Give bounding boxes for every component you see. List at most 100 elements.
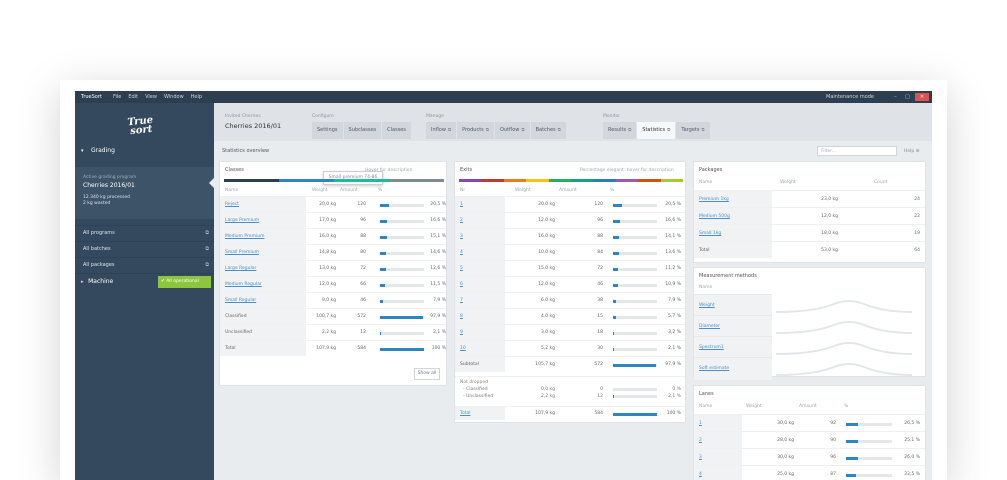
- tab-products[interactable]: Products ⧉: [457, 122, 494, 139]
- cell-name: - Unclassified: [463, 394, 494, 399]
- row-name[interactable]: 3: [460, 234, 463, 239]
- row-name[interactable]: Small 1kg: [699, 230, 722, 236]
- maximize-button[interactable]: □: [905, 94, 910, 100]
- table-row: 3 16,0 kg 88 14,1 %: [455, 228, 685, 244]
- cell-weight: 3,0 kg: [540, 330, 555, 335]
- row-name[interactable]: Total: [460, 411, 471, 416]
- row-name[interactable]: Large Premium: [225, 218, 260, 223]
- row-name[interactable]: 3: [699, 454, 702, 460]
- cell-weight: 12,0 kg: [821, 213, 838, 219]
- measurement-item[interactable]: Soft estimate: [694, 357, 772, 380]
- percentage-bar: [613, 268, 657, 271]
- menu-item[interactable]: Window: [163, 94, 184, 100]
- machine-section-toggle[interactable]: ▸ Machine ✔ All operational: [75, 273, 214, 290]
- maintenance-mode-link[interactable]: Maintenance mode: [826, 94, 874, 100]
- table-row: Large Regular 13,0 kg 72 12,6 %: [220, 260, 446, 276]
- measurement-name[interactable]: Diameter: [699, 324, 721, 329]
- cell-pct: 12,6 %: [430, 266, 446, 271]
- active-program-card[interactable]: Active grading program Cherries 2016/01 …: [75, 167, 214, 219]
- show-all-button[interactable]: Show all: [414, 368, 440, 380]
- measurement-name[interactable]: Soft estimate: [699, 366, 730, 371]
- row-name[interactable]: 7: [460, 298, 463, 303]
- cell-pct: 11,5 %: [430, 282, 446, 287]
- close-button[interactable]: ✕: [915, 93, 929, 101]
- tab-settings[interactable]: Settings: [312, 122, 343, 139]
- exits-note: Percentage elegant: hover for descriptio…: [580, 168, 674, 173]
- nav-group-label: Configure: [312, 114, 334, 119]
- row-name[interactable]: 9: [460, 330, 463, 335]
- open-external-icon: ⧉: [628, 128, 632, 133]
- not-dropped-label: Not dropped: [460, 380, 489, 385]
- cell-count: 19: [914, 230, 920, 236]
- table-row: 8 4,0 kg 15 5,7 %: [455, 308, 685, 324]
- row-name[interactable]: Reject: [225, 202, 239, 207]
- tab-targets[interactable]: Targets ⧉: [676, 122, 710, 139]
- sidebar-item[interactable]: All programs ⧉: [75, 225, 214, 241]
- row-name[interactable]: Large Regular: [225, 266, 257, 271]
- table-row: Small Premium 14,8 kg 80 14,6 %: [220, 244, 446, 260]
- row-name[interactable]: Small Regular: [225, 298, 257, 303]
- distribution-sparkline: [774, 336, 914, 358]
- row-name[interactable]: 10: [460, 346, 466, 351]
- tab-inflow[interactable]: Inflow ⧉: [426, 122, 457, 139]
- row-name[interactable]: 6: [460, 282, 463, 287]
- measurement-name[interactable]: Spectrum1: [699, 345, 724, 350]
- sidebar-item[interactable]: All packages ⧉: [75, 257, 214, 273]
- row-name[interactable]: Premium 1kg: [699, 196, 729, 202]
- tab-statistics[interactable]: Statistics ⧉: [637, 122, 676, 139]
- cell-pct: 100 %: [431, 346, 446, 351]
- column-header: Weight: [312, 188, 328, 193]
- distribution-curve: [775, 300, 913, 313]
- measurement-item[interactable]: Weight: [694, 294, 772, 317]
- row-name[interactable]: 8: [460, 314, 463, 319]
- program-title: Cherries 2016/01: [225, 122, 282, 130]
- measurement-name[interactable]: Weight: [699, 303, 715, 308]
- tab-batches[interactable]: Batches ⧉: [530, 122, 566, 139]
- row-name: Unclassified: [225, 330, 253, 335]
- cell-weight: 20,0 kg: [319, 202, 336, 207]
- row-name[interactable]: 5: [460, 266, 463, 271]
- cell-pct: 7,9 %: [668, 298, 681, 303]
- cell-pct: 0 %: [672, 387, 681, 392]
- row-name[interactable]: 4: [699, 471, 702, 477]
- cell-pct: 2,1 %: [433, 330, 446, 335]
- row-name[interactable]: 2: [699, 437, 702, 443]
- table-row: 2 12,0 kg 96 16,6 %: [455, 212, 685, 228]
- row-name[interactable]: 1: [699, 420, 702, 426]
- help-link[interactable]: Help ⊕: [904, 149, 920, 154]
- row-name[interactable]: Small Premium: [225, 250, 259, 255]
- classes-panel: Classes Hover for description Small prem…: [219, 161, 447, 386]
- overview-title: Statistics overview: [222, 148, 270, 154]
- measurement-item[interactable]: Diameter: [694, 315, 772, 338]
- tab-outflow[interactable]: Outflow ⧉: [494, 122, 530, 139]
- menu-item[interactable]: View: [145, 94, 157, 100]
- cell-pct: 16,6 %: [430, 218, 446, 223]
- row-name[interactable]: 2: [460, 218, 463, 223]
- row-name[interactable]: Medium Regular: [225, 282, 262, 287]
- sidebar-item[interactable]: All batches ⧉: [75, 241, 214, 257]
- row-name: Total: [699, 247, 710, 253]
- cell-weight: 18,0 kg: [821, 230, 838, 236]
- cell-weight: 107,9 kg: [535, 411, 555, 416]
- column-header: Nr: [460, 188, 466, 193]
- percentage-bar: [613, 300, 657, 303]
- tab-subclasses[interactable]: Subclasses: [343, 122, 382, 139]
- column-header: Weight: [515, 188, 531, 193]
- measurement-item[interactable]: Spectrum1: [694, 336, 772, 359]
- tab-classes[interactable]: Classes: [382, 122, 411, 139]
- menu-item[interactable]: Help: [190, 94, 203, 100]
- table-row: Large Premium 17,0 kg 96 16,6 %: [220, 212, 446, 228]
- grading-section-toggle[interactable]: ▾ Grading: [75, 143, 214, 159]
- color-legend-bar: [459, 179, 684, 182]
- row-name[interactable]: Medium Premium: [225, 234, 265, 239]
- menu-item[interactable]: Edit: [128, 94, 139, 100]
- minimize-button[interactable]: –: [894, 94, 897, 100]
- menu-item[interactable]: File: [113, 94, 122, 100]
- percentage-bar: [613, 388, 657, 391]
- cell-weight: 14,8 kg: [319, 250, 336, 255]
- row-name[interactable]: 4: [460, 250, 463, 255]
- tab-results[interactable]: Results ⧉: [603, 122, 637, 139]
- row-name[interactable]: Medium 500g: [699, 213, 730, 219]
- row-name[interactable]: 1: [460, 202, 463, 207]
- filter-input[interactable]: Filter...: [817, 146, 897, 156]
